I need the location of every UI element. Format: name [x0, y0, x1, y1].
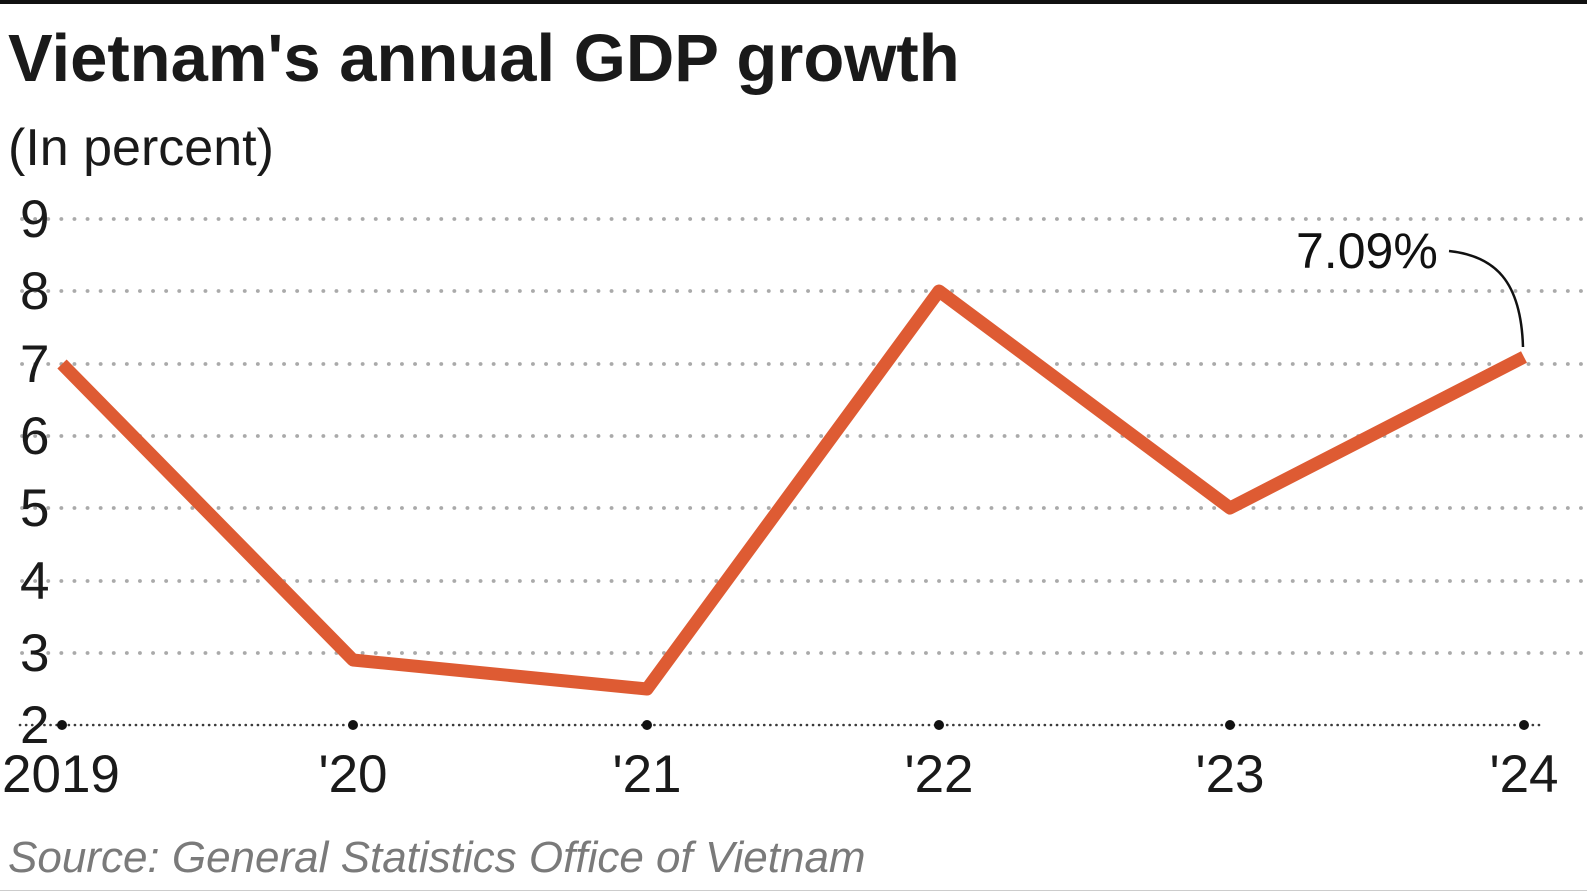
svg-text:6: 6 — [20, 407, 49, 466]
svg-text:7: 7 — [20, 335, 49, 394]
svg-text:2019: 2019 — [2, 745, 120, 804]
svg-text:'24: '24 — [1489, 745, 1558, 804]
svg-text:7.09%: 7.09% — [1296, 223, 1438, 279]
svg-text:'22: '22 — [904, 745, 973, 804]
svg-text:5: 5 — [20, 479, 49, 538]
svg-text:'20: '20 — [318, 745, 387, 804]
svg-text:4: 4 — [20, 552, 49, 611]
svg-text:3: 3 — [20, 624, 49, 683]
svg-text:9: 9 — [20, 190, 49, 249]
svg-text:'23: '23 — [1195, 745, 1264, 804]
svg-text:8: 8 — [20, 262, 49, 321]
svg-text:'21: '21 — [612, 745, 681, 804]
